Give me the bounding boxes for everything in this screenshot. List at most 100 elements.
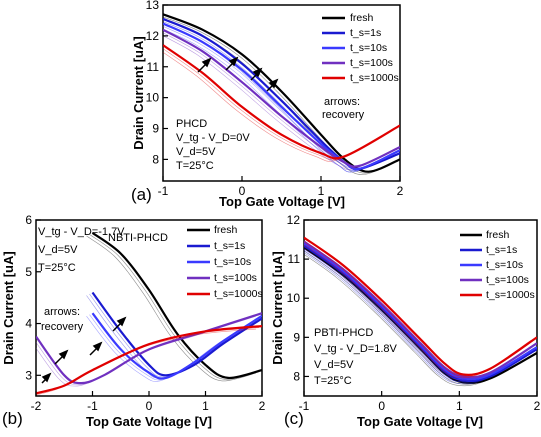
panel-c-series (304, 236, 537, 387)
panel-a-arrows-note-1: arrows: (324, 96, 360, 108)
panel-c-note-line3: V_d=5V (314, 359, 354, 371)
panel-a-series (163, 13, 400, 176)
panel-a-x-tick-label: 1 (318, 184, 325, 198)
panel-b-y-tick-label: 3 (25, 368, 32, 382)
panel-a-minor-trace (163, 35, 395, 170)
panel-a-xlabel: Top Gate Voltage [V] (219, 194, 345, 209)
panel-a-y-tick-label: 10 (146, 91, 160, 105)
panel-a-legend: fresh t_s=1s t_s=10s t_s=100s t_s=1000s (322, 12, 399, 84)
panel-b-x-tick-label: 2 (259, 399, 266, 413)
panel-c-series-line (304, 244, 537, 383)
panel-c-frame (303, 219, 538, 397)
panel-a-minor-trace (163, 28, 395, 173)
panel-b: -2 -1 0 1 2 3 4 5 6 Drain Current [uA] Top Gate … (1, 213, 266, 429)
panel-a-x-tick-label: 0 (239, 184, 246, 198)
panel-c-y-tick-label: 9 (293, 330, 300, 344)
panel-c-legend-label: t_s=1000s (486, 289, 535, 301)
panel-a-y-tick-label: 11 (147, 60, 160, 74)
panel-a-legend-label: t_s=10s (350, 42, 387, 54)
panel-c-series-line (304, 236, 537, 376)
panel-b-series-line (91, 232, 262, 380)
panel-b-legend-label: t_s=1s (214, 240, 245, 252)
panel-a-legend-label: fresh (350, 12, 374, 24)
panel-b-note-line1: V_tg - V_D=-1.7V (38, 226, 125, 238)
panel-c-x-tick-label: 1 (456, 399, 463, 413)
panel-a-minor-trace (163, 16, 398, 174)
panel-a-legend-label: t_s=1000s (350, 72, 399, 84)
panel-a-arrows-note-2: recovery (322, 109, 365, 121)
panel-b-legend-label: t_s=10s (214, 256, 251, 268)
panel-c-xlabel: Top Gate Voltage [V] (357, 414, 483, 429)
panel-a-y-tick-label: 8 (152, 152, 159, 166)
panel-a-y-tick-label: 13 (146, 0, 160, 12)
panel-a-minor-trace (163, 26, 398, 171)
panel-c-x-tick-label: 0 (378, 399, 385, 413)
panel-c-legend-label: t_s=100s (486, 274, 529, 286)
panel-b-x-tick-label: -2 (31, 399, 42, 413)
panel-c-legend-label: t_s=10s (486, 259, 523, 271)
panel-a-x-tick-label: -1 (158, 184, 169, 198)
panel-b-legend-label: t_s=1000s (214, 288, 263, 300)
panel-a-note-line3: V_d=5V (176, 146, 216, 158)
panel-c-note-line2: V_tg - V_D=1.8V (314, 343, 398, 355)
panel-c-note-line1: PBTI-PHCD (314, 327, 373, 339)
panel-b-y-tick-label: 4 (25, 317, 32, 331)
panel-b-series-line (91, 312, 262, 380)
panel-a-label: (a) (131, 185, 152, 204)
panel-b-minor-trace (89, 234, 260, 380)
panel-a-note-line2: V_tg - V_D=0V (176, 132, 250, 144)
panel-a-note-line1: PHCD (176, 118, 207, 130)
panel-a-series-line (163, 28, 400, 168)
panel-b-legend-label: t_s=100s (214, 272, 257, 284)
panel-c-label: (c) (284, 409, 304, 428)
panel-a-series-line (163, 22, 400, 171)
panel-c-x-tick-label: -1 (299, 399, 310, 413)
panel-c-y-tick-label: 8 (293, 369, 300, 383)
panel-a-frame (162, 4, 401, 182)
panel-c-y-tick-label: 10 (287, 291, 301, 305)
panel-b-y-tick-label: 6 (25, 213, 32, 227)
panel-a-legend-label: t_s=100s (350, 57, 393, 69)
panel-b-xlabel: Top Gate Voltage [V] (86, 414, 212, 429)
panel-c-y-tick-label: 12 (287, 213, 301, 227)
panel-b-arrows-note-1: arrows: (44, 306, 80, 318)
panel-b-title: NBTI-PHCD (108, 232, 168, 244)
panel-c-series-line (304, 246, 537, 384)
panel-c-legend-label: fresh (486, 229, 510, 241)
panel-a-x-tick-label: 2 (397, 184, 404, 198)
panel-c-series-line (304, 240, 537, 379)
panel-c-series-line (304, 242, 537, 381)
panel-b-arrows (41, 316, 127, 384)
panel-a-series-line (163, 13, 400, 173)
panel-b-legend: fresh t_s=1s t_s=10s t_s=100s t_s=1000s (187, 224, 263, 300)
panel-a-arrows (197, 56, 279, 92)
panel-b-x-tick-label: -1 (87, 399, 98, 413)
panel-b-ticks: -2 -1 0 1 2 3 4 5 6 (25, 213, 265, 413)
panel-c-legend: fresh t_s=1s t_s=10s t_s=100s t_s=1000s (460, 229, 535, 301)
panel-b-series-line (91, 291, 262, 377)
panel-b-ylabel: Drain Current [uA] (1, 251, 16, 364)
panel-b-note-line3: T=25°C (38, 262, 76, 274)
panel-b-label: (b) (2, 409, 23, 428)
panel-a-y-tick-label: 12 (146, 29, 160, 43)
panel-c-y-tick-label: 11 (288, 252, 301, 266)
panel-b-series (36, 232, 262, 396)
panel-c-legend-label: t_s=1s (486, 244, 517, 256)
panel-a-y-tick-label: 9 (152, 122, 159, 136)
panel-a-series-line (163, 44, 400, 160)
panel-a-note-line4: T=25°C (176, 160, 214, 172)
panel-b-y-tick-label: 5 (25, 265, 32, 279)
panel-c-minor-trace (304, 254, 532, 387)
panel-b-x-tick-label: 0 (146, 399, 153, 413)
panel-a-ylabel: Drain Current [uA] (131, 36, 146, 149)
panel-a-legend-label: t_s=1s (350, 27, 381, 39)
panel-b-x-tick-label: 1 (202, 399, 209, 413)
panel-b-legend-label: fresh (214, 224, 238, 236)
panel-c-x-tick-label: 2 (534, 399, 541, 413)
panel-b-series-line (36, 325, 262, 395)
